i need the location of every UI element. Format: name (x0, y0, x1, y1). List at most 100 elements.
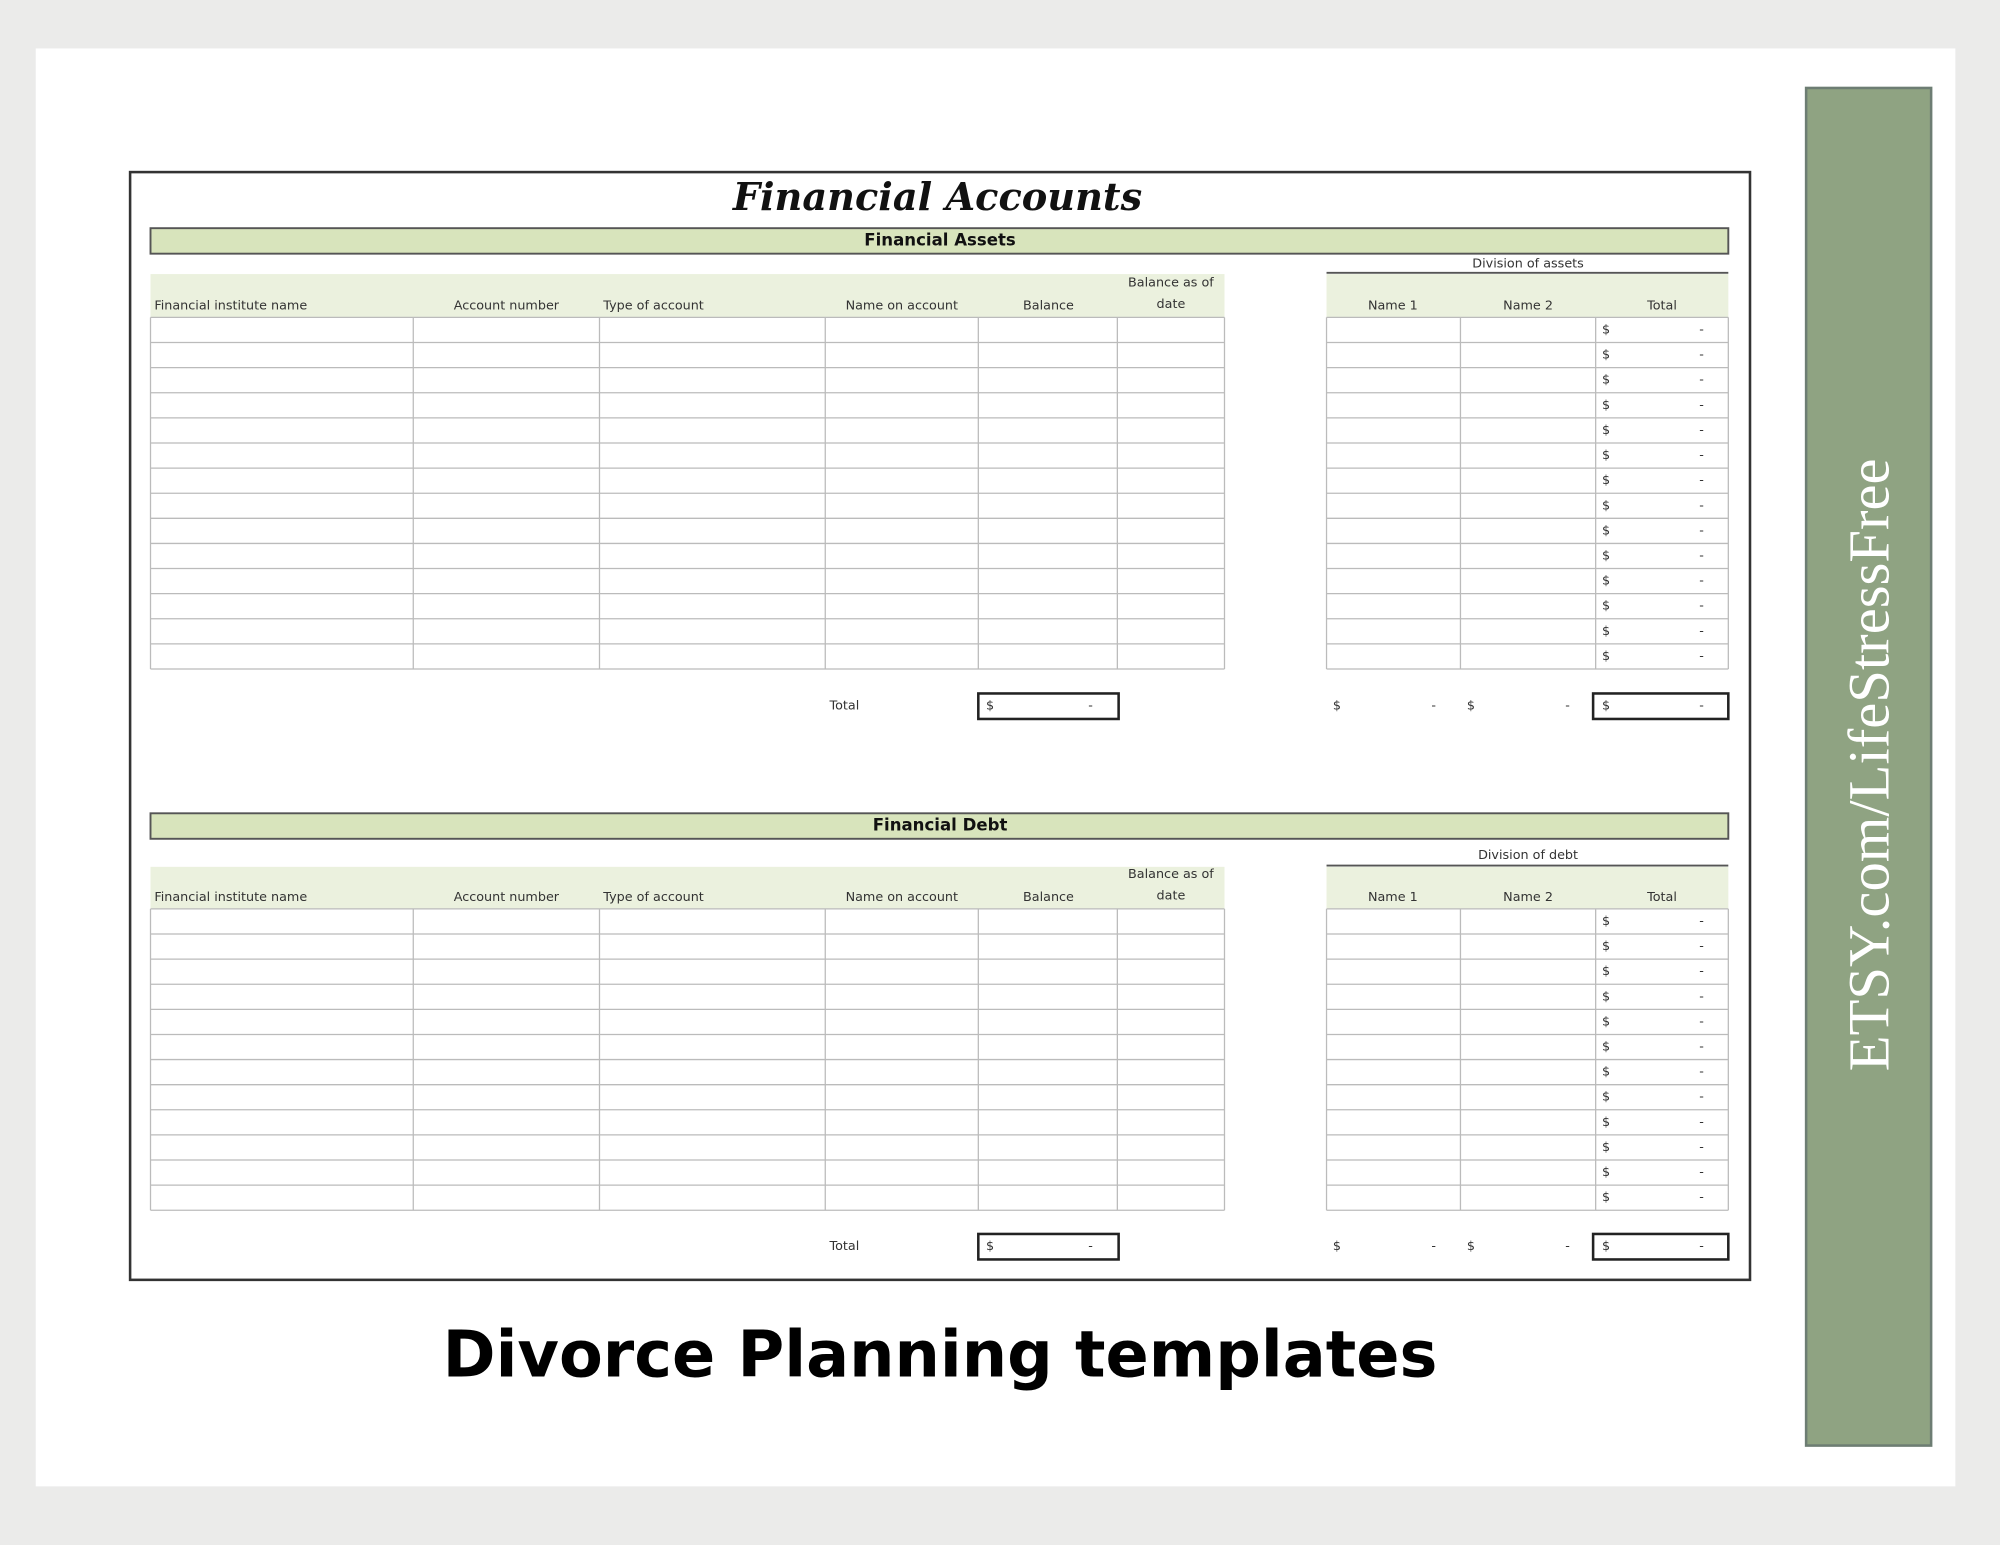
total-box (1591, 1232, 1730, 1261)
total-currency: $ (1333, 699, 1341, 714)
row-total-amount: - (1699, 448, 1704, 463)
row-total-currency: $ (1602, 1140, 1610, 1155)
row-total-amount: - (1699, 649, 1704, 664)
row-total-currency: $ (1602, 914, 1610, 929)
section-heading-bar (149, 227, 1730, 255)
caption: Divorce Planning templates (443, 1318, 1438, 1392)
row-total-currency: $ (1602, 939, 1610, 954)
total-amount: - (1565, 699, 1570, 714)
row-total-currency: $ (1602, 498, 1610, 513)
total-currency: $ (1467, 1239, 1475, 1254)
column-header: Name on account (846, 298, 958, 313)
column-header: Name 1 (1368, 298, 1418, 313)
row-total-currency: $ (1602, 1040, 1610, 1055)
row-total-currency: $ (1602, 548, 1610, 563)
row-total-amount: - (1699, 1014, 1704, 1029)
total-currency: $ (1467, 699, 1475, 714)
row-total-currency: $ (1602, 989, 1610, 1004)
section-heading: Financial Debt (873, 816, 1008, 835)
total-amount: - (1699, 1239, 1704, 1254)
column-header: Financial institute name (154, 298, 307, 313)
row-total-amount: - (1699, 964, 1704, 979)
row-total-amount: - (1699, 624, 1704, 639)
row-total-amount: - (1699, 498, 1704, 513)
row-total-currency: $ (1602, 423, 1610, 438)
row-total-currency: $ (1602, 624, 1610, 639)
column-header: Total (1646, 890, 1677, 905)
total-amount: - (1431, 1239, 1436, 1254)
sidebar (1804, 86, 1933, 1447)
header-band (1326, 866, 1729, 909)
row-total-currency: $ (1602, 964, 1610, 979)
total-label: Total (828, 1239, 859, 1254)
row-total-amount: - (1699, 989, 1704, 1004)
division-label: Division of debt (1478, 848, 1578, 863)
row-total-amount: - (1699, 548, 1704, 563)
row-total-currency: $ (1602, 398, 1610, 413)
row-total-amount: - (1699, 574, 1704, 589)
total-box (977, 1232, 1120, 1261)
row-total-amount: - (1699, 1165, 1704, 1180)
sheet-title: Financial Accounts (732, 175, 1142, 220)
column-header: Name 1 (1368, 890, 1418, 905)
total-amount: - (1699, 699, 1704, 714)
header-band (150, 274, 1225, 318)
section-heading-bar (149, 812, 1730, 840)
row-total-amount: - (1699, 348, 1704, 363)
column-header: Balance (1023, 298, 1074, 313)
row-total-amount: - (1699, 939, 1704, 954)
row-total-currency: $ (1602, 1014, 1610, 1029)
row-total-currency: $ (1602, 1115, 1610, 1130)
column-header: Financial institute name (154, 890, 307, 905)
division-label: Division of assets (1472, 256, 1584, 271)
row-total-currency: $ (1602, 574, 1610, 589)
row-total-currency: $ (1602, 473, 1610, 488)
section-heading: Financial Assets (864, 230, 1016, 249)
header-band (150, 866, 1225, 909)
column-header: Balance as of (1128, 275, 1214, 290)
row-total-amount: - (1699, 599, 1704, 614)
column-header: Name on account (846, 890, 958, 905)
total-amount: - (1088, 699, 1093, 714)
row-total-amount: - (1699, 1115, 1704, 1130)
row-total-amount: - (1699, 1140, 1704, 1155)
total-amount: - (1565, 1239, 1570, 1254)
column-header: Name 2 (1503, 298, 1553, 313)
row-total-currency: $ (1602, 373, 1610, 388)
row-total-currency: $ (1602, 599, 1610, 614)
total-currency: $ (1333, 1239, 1341, 1254)
total-amount: - (1088, 1239, 1093, 1254)
column-header: date (1157, 297, 1186, 312)
row-total-amount: - (1699, 322, 1704, 337)
column-header: Name 2 (1503, 890, 1553, 905)
column-header: Type of account (602, 298, 704, 313)
row-total-currency: $ (1602, 1190, 1610, 1205)
row-total-amount: - (1699, 1190, 1704, 1205)
row-total-amount: - (1699, 914, 1704, 929)
total-currency: $ (1602, 1239, 1610, 1254)
total-currency: $ (1602, 699, 1610, 714)
total-currency: $ (986, 699, 994, 714)
column-header: Account number (454, 890, 560, 905)
row-total-amount: - (1699, 398, 1704, 413)
row-total-currency: $ (1602, 1165, 1610, 1180)
row-total-amount: - (1699, 1040, 1704, 1055)
sidebar-text: ETSY.com/LifeStressFree (1836, 458, 1901, 1071)
row-total-amount: - (1699, 373, 1704, 388)
total-label: Total (828, 699, 859, 714)
total-currency: $ (986, 1239, 994, 1254)
total-amount: - (1431, 699, 1436, 714)
column-header: Balance (1023, 890, 1074, 905)
row-total-currency: $ (1602, 322, 1610, 337)
row-total-currency: $ (1602, 348, 1610, 363)
row-total-currency: $ (1602, 523, 1610, 538)
header-band (1326, 274, 1729, 318)
column-header: Total (1646, 298, 1677, 313)
row-total-currency: $ (1602, 448, 1610, 463)
row-total-amount: - (1699, 423, 1704, 438)
total-box (977, 692, 1120, 721)
column-header: Account number (454, 298, 560, 313)
sheet (128, 170, 1752, 1282)
column-header: date (1157, 889, 1186, 904)
